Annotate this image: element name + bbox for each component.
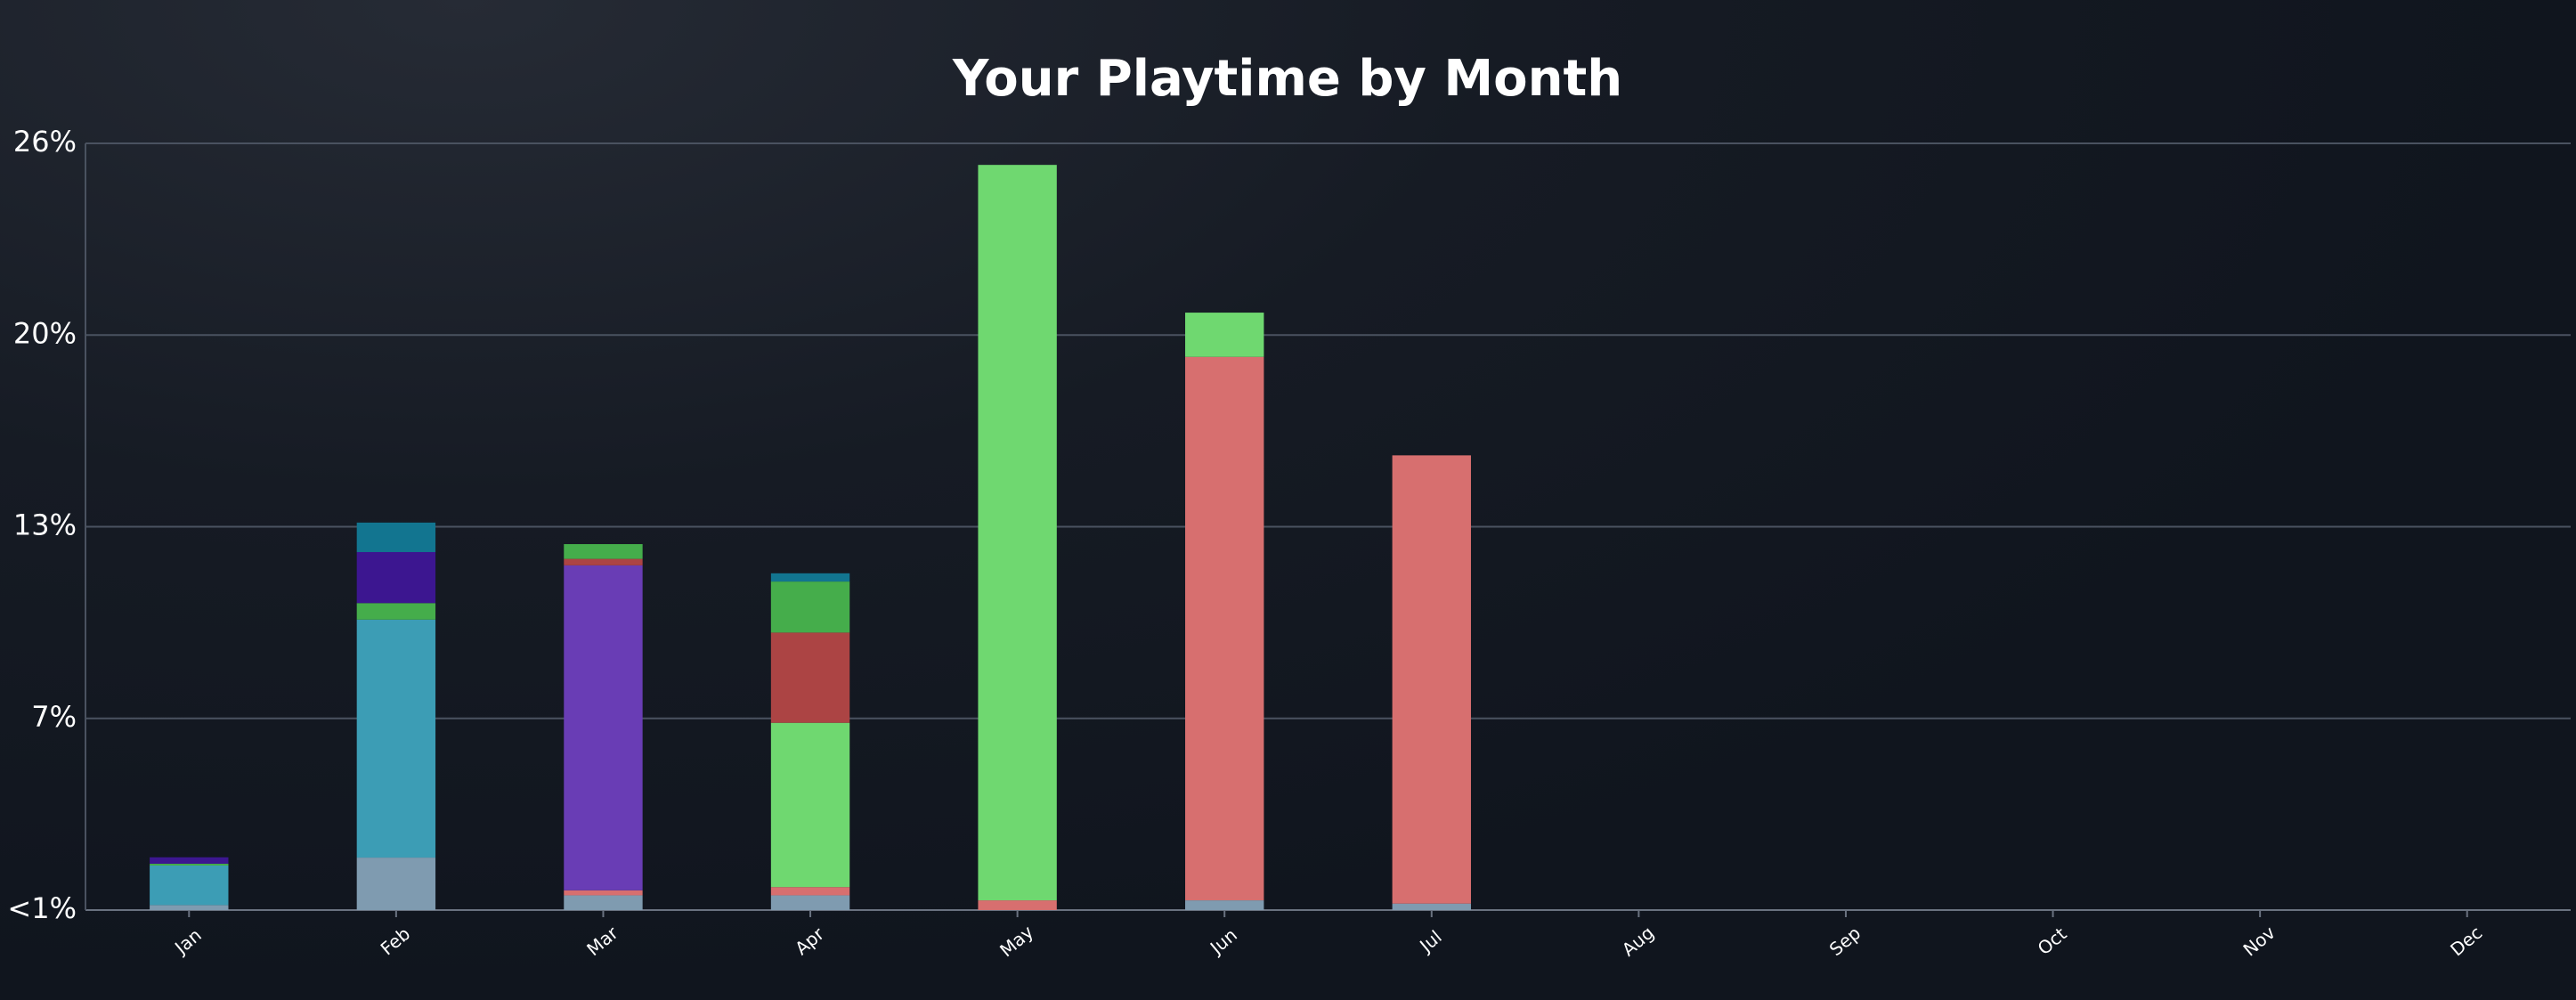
bar-segment <box>150 865 229 906</box>
bar-segment <box>356 603 436 620</box>
bar-segment <box>770 722 850 888</box>
bar-segment <box>770 895 850 910</box>
y-tick-label: 13% <box>13 508 77 542</box>
bar-segment <box>150 857 229 865</box>
bar-segment <box>564 544 643 559</box>
bar-segment <box>150 864 229 866</box>
x-tick-label: Oct <box>2034 923 2071 959</box>
bar-segment <box>1185 356 1264 901</box>
bar-segment <box>356 522 436 552</box>
x-tick-label: Mar <box>582 922 622 960</box>
x-tick-label: Jun <box>1205 924 1241 960</box>
bar-segment <box>978 165 1057 901</box>
y-tick-label: 26% <box>13 125 77 159</box>
y-tick-label: 20% <box>13 316 77 350</box>
bar-segment <box>1185 313 1264 357</box>
bar-segment <box>770 573 850 582</box>
x-tick-label: Aug <box>1618 922 1658 960</box>
bar-segment <box>564 890 643 896</box>
bar-segment <box>770 581 850 633</box>
bar-segment <box>564 558 643 565</box>
bar-segment <box>356 858 436 910</box>
x-tick-label: Feb <box>377 923 415 959</box>
bar-segment <box>770 632 850 723</box>
x-tick-label: Dec <box>2446 922 2486 960</box>
bar-segment <box>1392 903 1471 910</box>
y-tick-label: <1% <box>7 891 77 925</box>
bar-segment <box>564 895 643 910</box>
bar-segment <box>770 887 850 896</box>
x-tick-label: Jan <box>169 924 206 959</box>
x-tick-label: Jul <box>1414 926 1445 957</box>
x-tick-label: Sep <box>1825 923 1865 961</box>
bar-segment <box>978 900 1057 910</box>
chart-title: Your Playtime by Month <box>952 50 1622 108</box>
bar-segment <box>356 619 436 858</box>
bar-segment <box>1392 455 1471 904</box>
x-tick-label: May <box>995 921 1037 961</box>
bar-segment <box>564 565 643 890</box>
bar-segment <box>150 905 229 910</box>
x-tick-label: Nov <box>2239 922 2279 961</box>
x-tick-label: Apr <box>791 923 829 959</box>
bar-segment <box>356 551 436 604</box>
y-tick-label: 7% <box>31 700 77 734</box>
bar-segment <box>1185 900 1264 910</box>
